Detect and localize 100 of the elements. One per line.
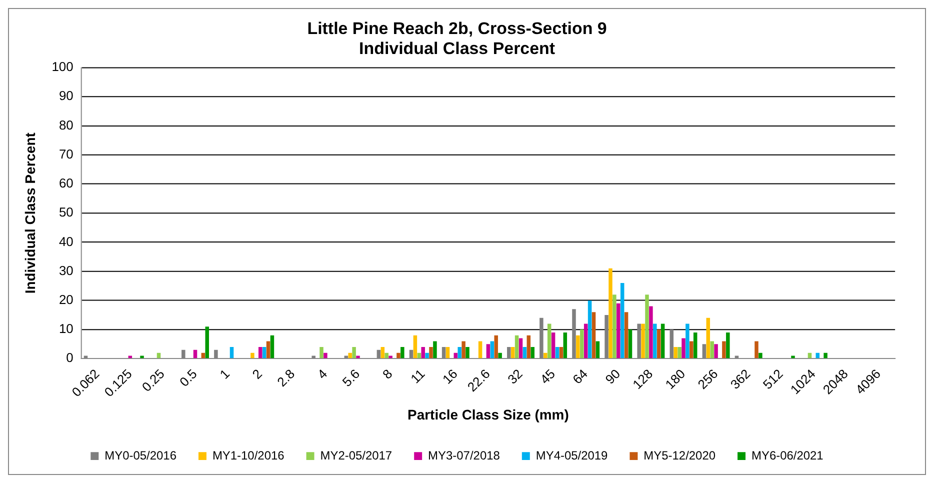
x-tick-label: 362 [727, 366, 754, 392]
x-tick-label: 256 [694, 366, 721, 392]
bar [608, 268, 612, 358]
bar [758, 352, 762, 358]
bar [380, 347, 385, 358]
legend-label: MY4-05/2019 [536, 448, 608, 462]
x-tick-label: 8 [379, 366, 396, 382]
x-axis-title: Particle Class Size (mm) [408, 406, 569, 423]
y-tick-label: 60 [58, 176, 74, 191]
bar [490, 341, 494, 358]
bar [588, 300, 592, 358]
bar [674, 347, 678, 358]
bar [641, 324, 645, 358]
bar [205, 326, 209, 358]
bar [551, 332, 556, 358]
y-axis-title: Individual Class Percent [22, 132, 38, 294]
bar [478, 341, 482, 358]
bar [660, 324, 665, 358]
bar [645, 294, 649, 358]
bar [498, 352, 502, 358]
x-tick-label: 32 [504, 366, 526, 387]
bar [421, 347, 425, 358]
bar [518, 338, 523, 358]
x-tick-label: 1 [216, 366, 232, 382]
legend-label: MY3-07/2018 [428, 448, 500, 462]
bar [258, 347, 262, 358]
bar [466, 347, 470, 358]
bar [526, 335, 531, 358]
x-tick-label: 64 [570, 366, 590, 387]
bar [547, 324, 552, 358]
legend-label: MY6-06/2021 [751, 448, 824, 462]
bar [446, 347, 450, 358]
x-tick-label: 512 [760, 366, 786, 392]
bar [494, 335, 498, 358]
bar [612, 294, 616, 358]
bar [530, 347, 534, 358]
bar [686, 324, 690, 358]
bar [616, 303, 620, 358]
y-tick-label: 80 [58, 117, 74, 132]
bar [559, 347, 564, 358]
bar [555, 347, 560, 358]
bar [584, 324, 588, 358]
bar [722, 341, 726, 358]
bar [726, 332, 730, 358]
y-tick-label: 30 [58, 262, 74, 278]
bar [620, 282, 624, 358]
bar [754, 341, 758, 358]
bar [352, 347, 356, 358]
bar [230, 347, 234, 358]
bar [433, 341, 437, 358]
chart-title: Little Pine Reach 2b, Cross-Section 9 [307, 18, 607, 38]
bar [384, 352, 388, 358]
bar [458, 347, 462, 358]
bar [628, 330, 632, 358]
bar [510, 347, 515, 358]
x-tick-label: 128 [630, 366, 656, 392]
bar [824, 352, 828, 358]
bar [270, 335, 274, 358]
y-tick-label: 0 [66, 350, 74, 366]
bar [193, 350, 198, 358]
legend-label: MY1-10/2016 [212, 448, 285, 462]
y-tick-label: 50 [58, 204, 74, 220]
bar [262, 347, 266, 358]
bar [348, 352, 352, 358]
bar [486, 344, 490, 358]
legend-label: MY5-12/2020 [644, 448, 716, 462]
y-tick-label: 100 [52, 59, 74, 74]
bar [714, 344, 718, 358]
bar [266, 341, 270, 358]
x-tick-label: 5.6 [339, 366, 363, 390]
x-tick-label: 2.8 [274, 366, 298, 390]
x-tick-label: 11 [408, 366, 428, 386]
bar [250, 352, 254, 358]
bar [400, 347, 404, 358]
bar [396, 352, 400, 358]
y-tick-label: 70 [58, 146, 74, 162]
legend-label: MY2-05/2017 [320, 448, 392, 462]
x-tick-label: 90 [602, 366, 624, 387]
bar [522, 347, 527, 358]
bar [706, 318, 710, 358]
bar [324, 352, 328, 358]
bar [653, 324, 657, 358]
x-tick-label: 180 [662, 366, 688, 392]
x-tick-label: 0.25 [138, 366, 168, 395]
bar [596, 341, 600, 358]
bar [678, 347, 682, 358]
x-tick-label: 0.5 [176, 366, 200, 390]
legend-label: MY0-05/2016 [104, 448, 177, 462]
bar [320, 347, 324, 358]
x-tick-label: 2 [249, 366, 265, 382]
bar [580, 330, 584, 358]
y-tick-label: 20 [58, 292, 74, 307]
x-tick-label: 4 [314, 366, 330, 382]
bar [429, 347, 433, 358]
x-tick-label: 45 [537, 366, 558, 387]
y-tick-label: 90 [58, 88, 74, 104]
bar [563, 332, 568, 358]
bar [462, 341, 466, 358]
y-tick-label: 10 [58, 321, 74, 336]
bar [656, 330, 661, 358]
